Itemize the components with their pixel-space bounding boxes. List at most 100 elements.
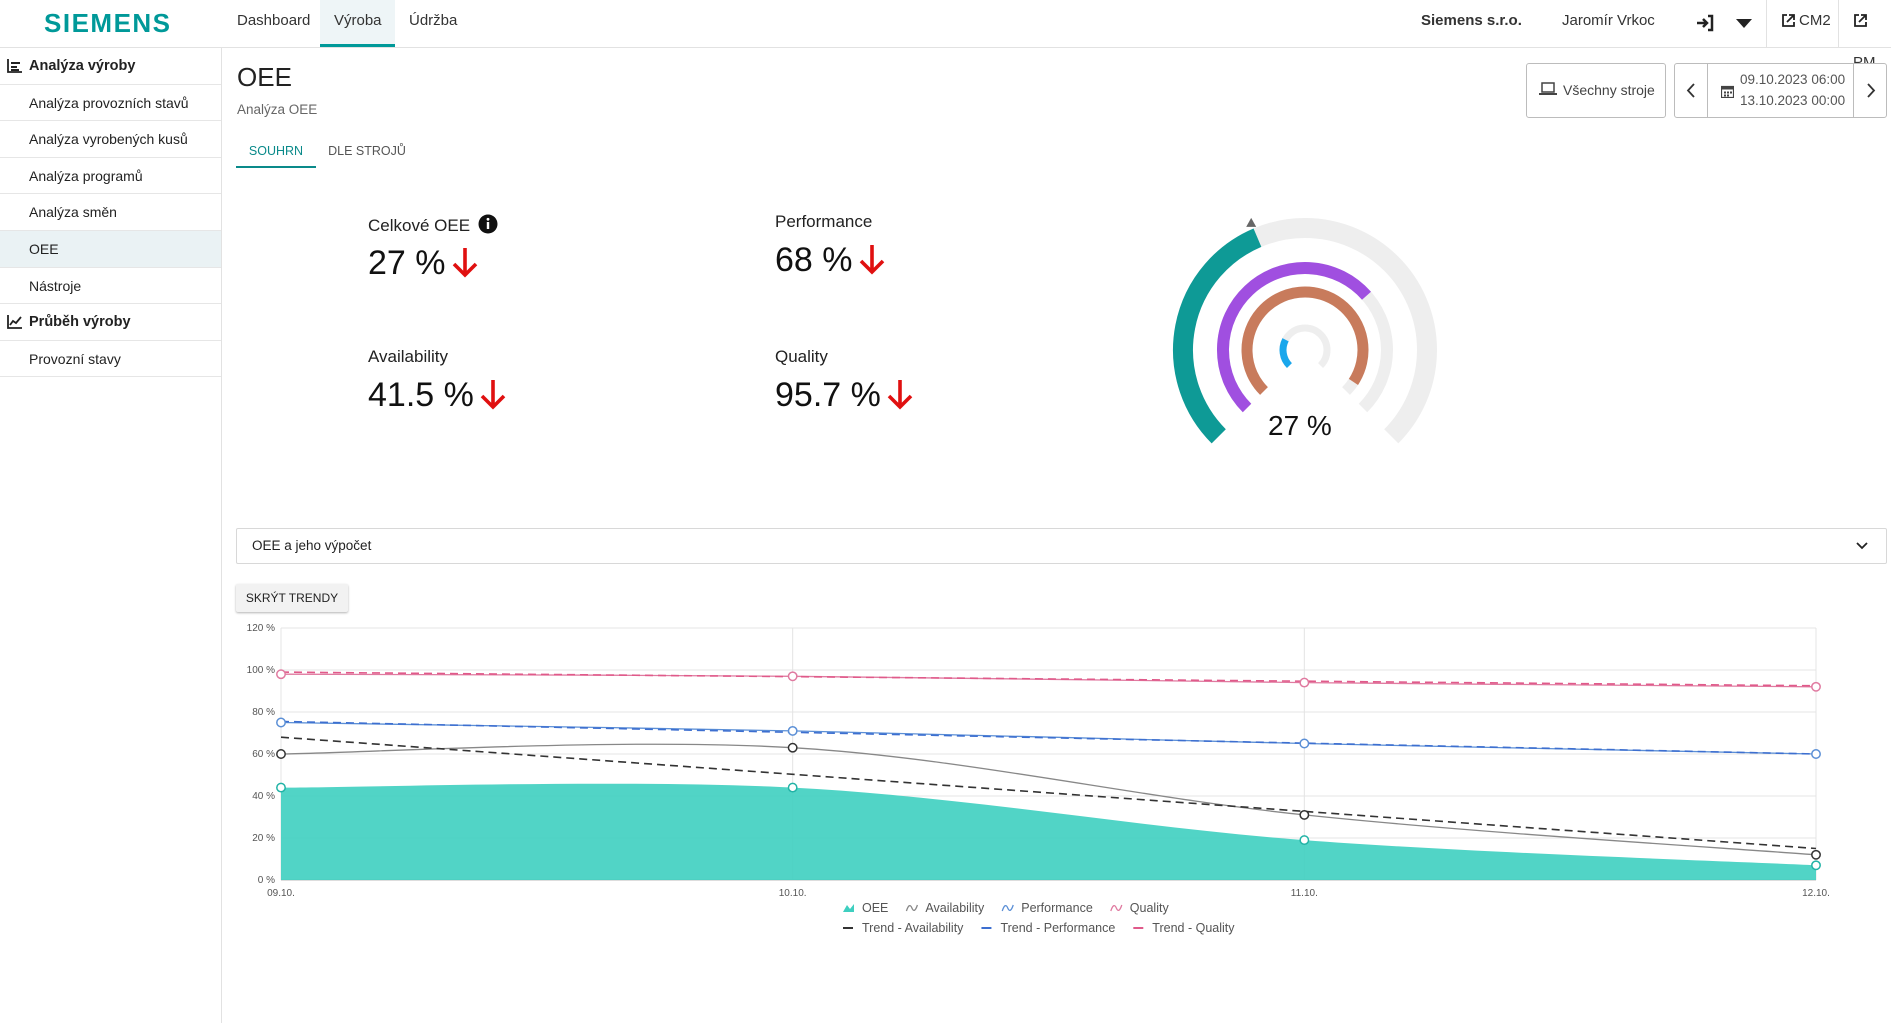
arrow-down-icon [859, 245, 884, 275]
siemens-logo[interactable]: SIEMENS [44, 8, 172, 38]
date-to: 13.10.2023 00:00 [1740, 93, 1846, 108]
series-line-availability [280, 743, 1817, 856]
kpi-quality-value-text: 95.7 % [775, 376, 881, 414]
sidebar-item-analyza-smen[interactable]: Analýza směn [0, 194, 221, 231]
y-tick-label: 40 % [252, 791, 275, 802]
legend-label-trend-performance: Trend - Performance [1000, 921, 1115, 935]
legend-label-trend-availability: Trend - Availability [862, 921, 964, 935]
data-point-oee [1299, 835, 1310, 846]
nav-tab-dashboard[interactable]: Dashboard [237, 12, 311, 29]
link-cm2-label: CM2 [1799, 12, 1831, 29]
gauge-track-oee [1279, 324, 1331, 369]
gauge-ring-oee [1279, 338, 1293, 369]
kpi-availability-value-text: 41.5 % [368, 376, 474, 414]
series-line-quality [280, 673, 1817, 688]
external-link-icon [1782, 14, 1795, 27]
line-chart-icon [7, 315, 22, 330]
legend-marker-performance [1001, 904, 1014, 912]
sidebar-group-analyza-vyroby[interactable]: Analýza výroby [0, 48, 221, 85]
gauge-ring-quality [1241, 286, 1369, 395]
calendar-icon [1721, 85, 1734, 98]
kpi-oee-label: Celkové OEE [368, 214, 498, 236]
oee-trend-chart: 0 % 20 % 40 % 60 % 80 % 100 % 120 % 09.10. 10.10… [247, 623, 1830, 935]
data-point-quality [787, 671, 798, 682]
link-pm[interactable]: PM [1838, 0, 1891, 71]
series-trend-trend-quality [280, 671, 1817, 687]
machines-filter-button[interactable]: Všechny stroje [1526, 63, 1666, 118]
legend-marker-oee [843, 904, 854, 912]
chevron-down-icon[interactable] [1733, 12, 1755, 34]
kpi-availability-label: Availability [368, 347, 449, 366]
data-point-quality [1811, 681, 1821, 692]
arrow-down-icon [452, 248, 477, 278]
user-name[interactable]: Jaromír Vrkoc [1562, 12, 1655, 29]
kpi-performance-value: 68 % [775, 241, 885, 280]
data-point-availability [1811, 849, 1821, 860]
date-range-picker[interactable]: 09.10.2023 06:00 13.10.2023 00:00 [1674, 63, 1887, 118]
data-point-oee [1811, 860, 1821, 871]
data-point-performance [276, 717, 286, 728]
arrow-down-icon [887, 380, 913, 410]
kpi-oee-value: 27 % [368, 244, 478, 283]
next-period-button[interactable] [1853, 64, 1886, 117]
nav-tab-udrzba[interactable]: Údržba [409, 12, 458, 29]
data-point-oee [787, 782, 798, 793]
accordion-label: OEE a jeho výpočet [252, 538, 372, 553]
data-point-oee [276, 782, 286, 793]
kpi-quality-value: 95.7 % [775, 376, 913, 415]
y-tick-label: 100 % [247, 665, 275, 676]
top-bar: SIEMENS Dashboard Výroba Údržba Siemens … [0, 0, 1891, 71]
logout-icon[interactable] [1693, 12, 1715, 34]
x-tick-label: 09.10. [267, 888, 295, 899]
sidebar-group-prubeh-vyroby[interactable]: Průběh výroby [0, 304, 221, 341]
y-tick-label: 80 % [252, 707, 275, 718]
kpi-availability-value: 41.5 % [368, 376, 506, 415]
gauge-marker [1246, 217, 1257, 227]
gauge-center-value: 27 % [1268, 410, 1332, 441]
series-trend-trend-availability [280, 736, 1817, 850]
hide-trends-button[interactable]: SKRÝT TRENDY [236, 584, 348, 612]
chevron-down-icon [1856, 542, 1868, 550]
laptop-icon [1539, 82, 1557, 95]
legend-label-oee: OEE [862, 901, 888, 915]
kpi-quality-label: Quality [775, 347, 828, 366]
sidebar-group-label: Průběh výroby [29, 314, 131, 331]
tab-souhrn[interactable]: SOUHRN [236, 138, 316, 168]
data-point-performance [787, 725, 798, 736]
legend-label-availability: Availability [925, 901, 985, 915]
kpi-oee-value-text: 27 % [368, 244, 446, 282]
y-tick-label: 60 % [252, 749, 275, 760]
legend-label-trend-quality: Trend - Quality [1152, 921, 1235, 935]
sidebar-item-oee[interactable]: OEE [0, 230, 221, 268]
data-point-quality [276, 669, 286, 680]
gauge-ring-performance [1217, 262, 1372, 413]
tab-dle-stroju[interactable]: DLE STROJŮ [328, 144, 406, 158]
x-tick-label: 10.10. [779, 888, 807, 899]
sidebar-item-provozni-stavy[interactable]: Provozní stavy [0, 341, 221, 378]
page-title: OEE [237, 62, 292, 92]
chevron-right-icon [1867, 83, 1876, 98]
data-point-availability [787, 742, 798, 753]
kpi-oee-label-text: Celkové OEE [368, 216, 471, 235]
data-point-performance [1299, 738, 1310, 749]
data-point-availability [1299, 809, 1310, 820]
legend-marker-availability [905, 904, 919, 912]
kpi-performance-label: Performance [775, 212, 873, 231]
oee-calculation-accordion[interactable]: OEE a jeho výpočet [236, 528, 1887, 564]
sidebar-item-analyza-vyrobenych-kusu[interactable]: Analýza vyrobených kusů [0, 121, 221, 158]
bar-chart-icon [7, 59, 22, 73]
chevron-left-icon [1686, 83, 1695, 98]
series-trend-trend-performance [280, 720, 1817, 755]
sidebar-item-analyza-provoznich-stavu[interactable]: Analýza provozních stavů [0, 85, 221, 122]
link-cm2[interactable]: CM2 [1766, 0, 1838, 47]
company-name: Siemens s.r.o. [1421, 12, 1522, 29]
y-tick-label: 0 % [258, 875, 275, 886]
sidebar-item-analyza-programu[interactable]: Analýza programů [0, 158, 221, 195]
legend-marker-quality [1110, 904, 1123, 912]
page-subtitle: Analýza OEE [237, 102, 318, 117]
info-icon[interactable] [478, 214, 498, 234]
sidebar-item-nastroje[interactable]: Nástroje [0, 268, 221, 305]
nav-tab-vyroba[interactable]: Výroba [320, 0, 395, 47]
previous-period-button[interactable] [1675, 64, 1708, 117]
y-tick-label: 120 % [247, 623, 275, 634]
